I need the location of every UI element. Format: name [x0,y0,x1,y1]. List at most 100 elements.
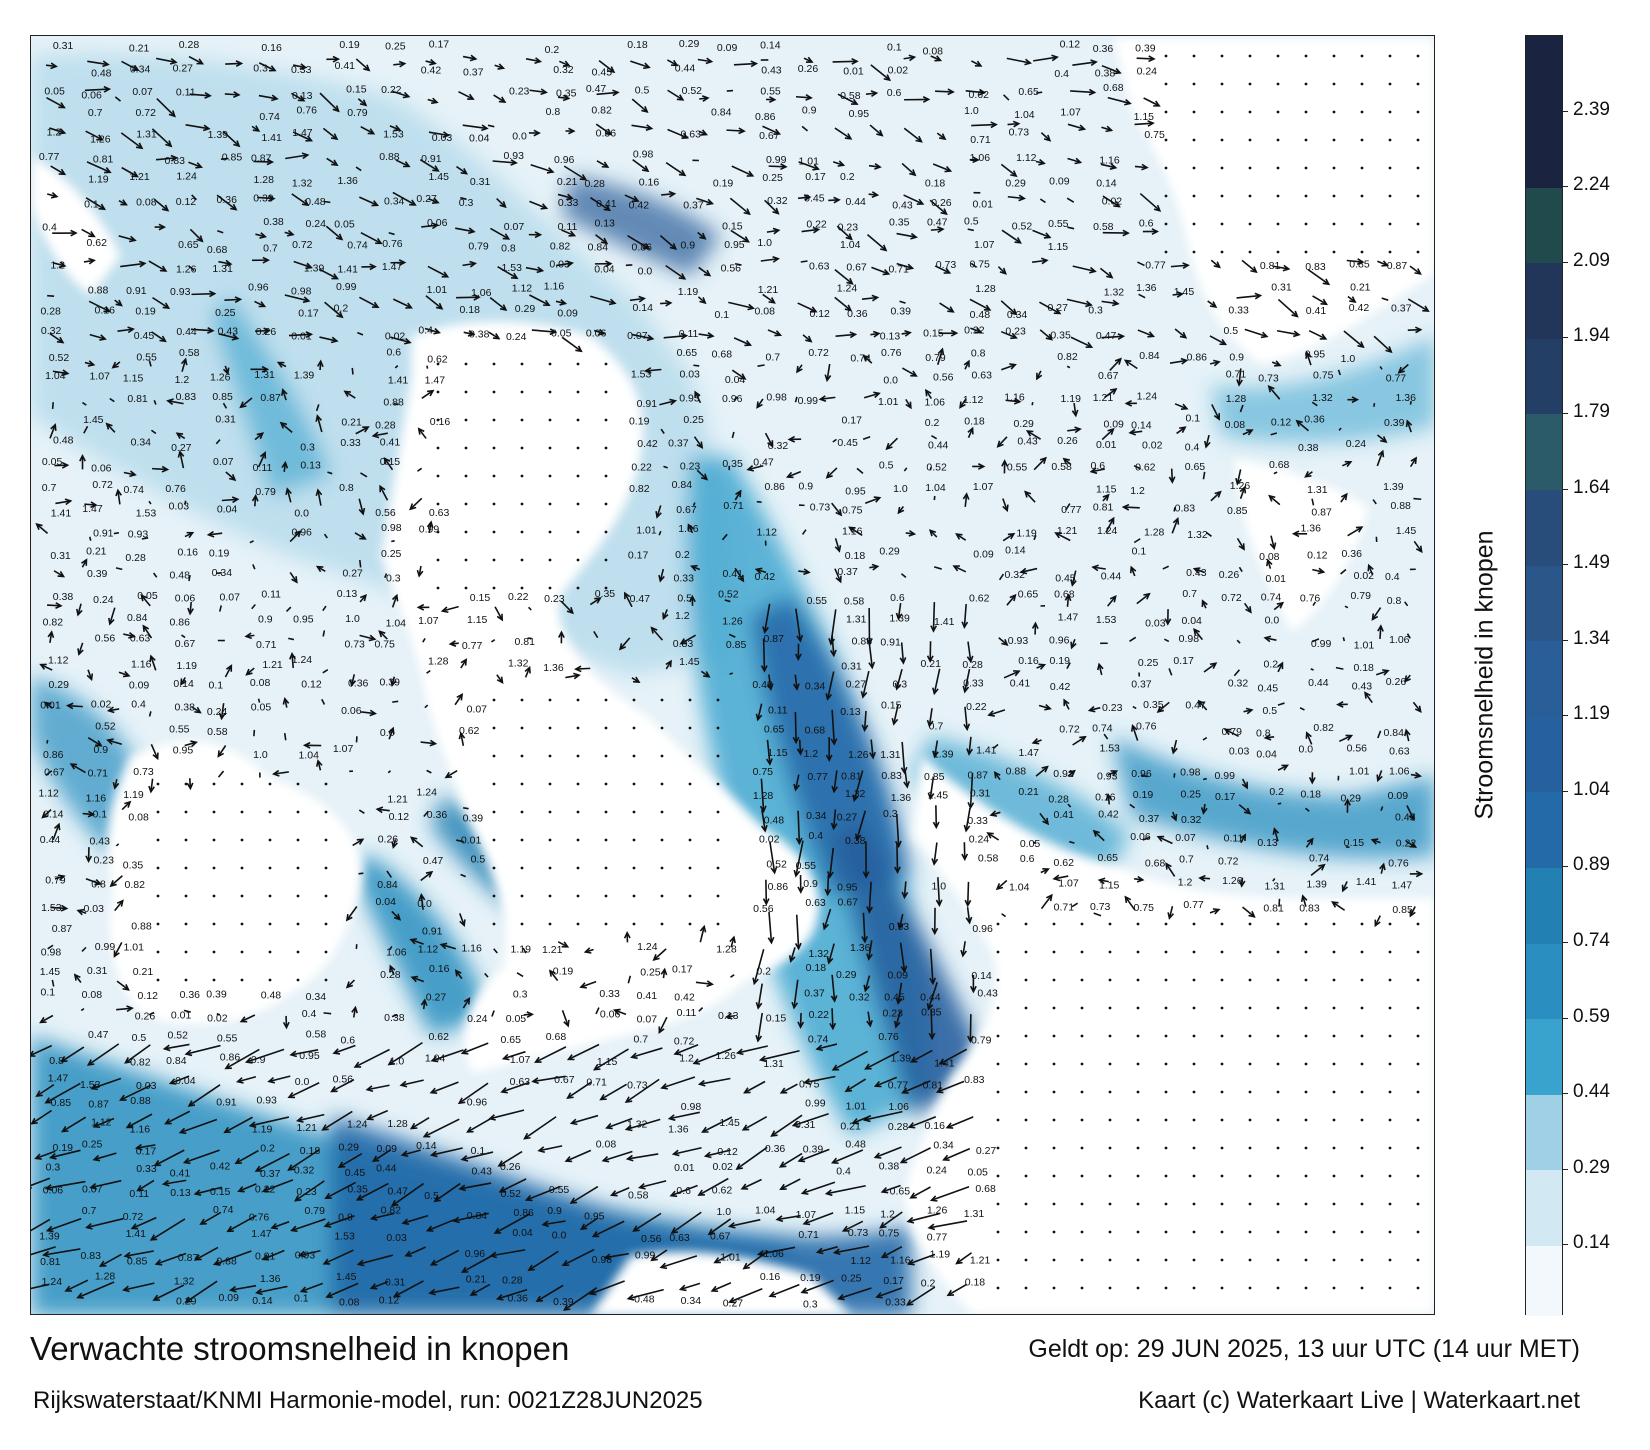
speed-label: 1.53 [136,508,157,520]
current-arrow [270,1221,290,1230]
current-arrow [1093,912,1102,917]
grid-dot [996,1202,1000,1206]
speed-label: 0.58 [978,853,999,865]
current-arrow [462,124,489,132]
speed-label: 0.44 [928,440,949,452]
speed-label: 0.71 [970,134,991,146]
grid-dot [520,558,524,562]
current-arrow [595,1007,600,1015]
speed-label: 0.98 [381,522,402,534]
speed-label: 0.04 [1181,615,1202,627]
current-arrow [995,879,1008,891]
current-arrow [349,674,357,687]
current-arrow [696,197,715,206]
grid-dot [632,866,636,870]
speed-label: 0.63 [130,632,151,644]
current-arrow [1033,456,1047,471]
current-arrow [184,1044,221,1057]
current-arrow [460,1042,489,1055]
current-arrow [49,332,65,344]
current-arrow [1347,396,1360,404]
colorbar-tick-label: 2.39 [1573,98,1610,120]
speed-label: 0.06 [91,463,112,475]
current-arrow [60,1116,87,1133]
grid-dot [548,390,552,394]
speed-label: 0.16 [261,42,282,54]
current-arrow [1311,401,1318,407]
speed-label: 0.77 [1061,504,1082,516]
speed-label: 0.8 [91,878,106,890]
speed-label: 1.16 [461,942,482,954]
speed-label: 0.72 [92,479,113,491]
speed-label: 0.26 [798,63,819,75]
speed-label: 1.0 [345,613,360,625]
speed-label: 1.41 [1356,876,1377,888]
grid-dot [660,726,664,730]
current-arrow [184,740,198,747]
speed-label: 0.83 [165,155,186,167]
current-arrow [869,563,880,571]
current-arrow [359,296,380,308]
speed-label: 0.32 [1228,677,1249,689]
speed-label: 0.88 [379,151,400,163]
speed-label: 0.28 [375,419,396,431]
current-arrow [698,129,708,136]
current-arrow [178,1118,218,1135]
speed-label: 1.45 [336,1271,357,1283]
current-arrow [930,602,938,633]
speed-label: 0.13 [880,331,901,343]
current-arrow [89,1179,122,1190]
grid-dot [1220,138,1224,142]
speed-label: 0.29 [176,1295,197,1307]
speed-label: 0.73 [1258,373,1279,385]
current-arrow [824,874,832,897]
grid-dot [240,782,244,786]
grid-dot [1080,1202,1084,1206]
grid-dot [1108,1006,1112,1010]
current-arrow [498,1178,527,1193]
grid-dot [1332,978,1336,982]
grid-dot [268,866,272,870]
speed-label: 0.47 [630,593,651,605]
speed-label: 0.99 [95,941,116,953]
grid-dot [184,922,188,926]
current-arrow [692,502,696,506]
speed-label: 0.28 [179,39,200,51]
current-arrow [257,698,261,703]
grid-dot [1304,250,1308,254]
speed-label: 0.96 [465,1248,486,1260]
speed-label: 0.72 [1221,592,1242,604]
grid-dot [688,782,692,786]
current-arrow [1233,669,1241,677]
speed-label: 0.08 [82,989,103,1001]
speed-label: 1.15 [767,747,788,759]
speed-label: 0.39 [1384,417,1405,429]
grid-dot [324,950,328,954]
speed-label: 0.34 [806,810,827,822]
speed-label: 0.56 [933,371,954,383]
grid-dot [996,1286,1000,1290]
speed-label: 0.58 [844,596,865,608]
current-arrow [1371,607,1382,621]
speed-label: 0.83 [673,638,694,650]
current-arrow [290,92,306,102]
current-arrow [935,88,955,96]
speed-label: 0.01 [1266,573,1287,585]
speed-label: 1.01 [1349,765,1370,777]
grid-dot [1304,1006,1308,1010]
speed-label: 0.31 [470,176,491,188]
current-arrow [592,1048,629,1071]
current-arrow [114,899,124,912]
speed-label: 0.43 [1017,436,1038,448]
current-arrow [1071,902,1079,908]
grid-dot [436,474,440,478]
grid-dot [296,810,300,814]
current-arrow [695,980,715,988]
current-arrow [861,710,869,733]
grid-dot [268,950,272,954]
current-arrow [1138,293,1146,299]
speed-label: 0.75 [1144,129,1165,141]
speed-label: 0.2 [1269,786,1284,798]
speed-label: 1.53 [1099,742,1120,754]
grid-dot [1136,1230,1140,1234]
